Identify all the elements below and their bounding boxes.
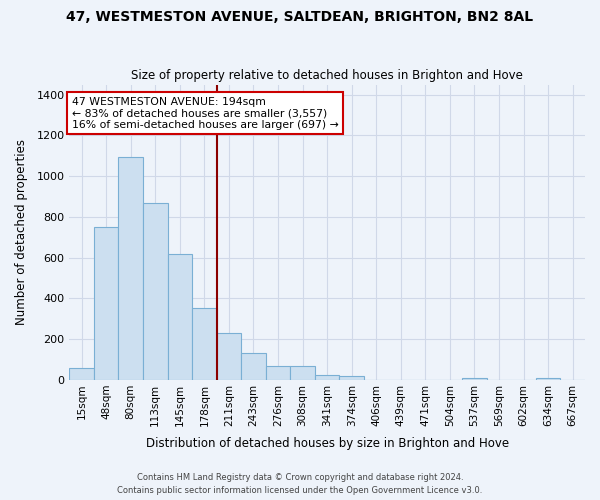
Title: Size of property relative to detached houses in Brighton and Hove: Size of property relative to detached ho… <box>131 69 523 82</box>
Bar <box>94 227 118 380</box>
Bar <box>217 333 241 380</box>
Bar <box>143 202 167 380</box>
Text: 47, WESTMESTON AVENUE, SALTDEAN, BRIGHTON, BN2 8AL: 47, WESTMESTON AVENUE, SALTDEAN, BRIGHTO… <box>67 10 533 24</box>
Bar <box>340 376 364 380</box>
Bar <box>462 378 487 380</box>
X-axis label: Distribution of detached houses by size in Brighton and Hove: Distribution of detached houses by size … <box>146 437 509 450</box>
Bar <box>266 366 290 380</box>
Bar <box>536 378 560 380</box>
Text: Contains HM Land Registry data © Crown copyright and database right 2024.
Contai: Contains HM Land Registry data © Crown c… <box>118 474 482 495</box>
Y-axis label: Number of detached properties: Number of detached properties <box>15 139 28 325</box>
Bar <box>167 254 192 380</box>
Bar <box>315 374 340 380</box>
Bar <box>241 353 266 380</box>
Bar <box>118 157 143 380</box>
Bar <box>70 368 94 380</box>
Bar <box>192 308 217 380</box>
Text: 47 WESTMESTON AVENUE: 194sqm
← 83% of detached houses are smaller (3,557)
16% of: 47 WESTMESTON AVENUE: 194sqm ← 83% of de… <box>72 97 338 130</box>
Bar <box>290 366 315 380</box>
